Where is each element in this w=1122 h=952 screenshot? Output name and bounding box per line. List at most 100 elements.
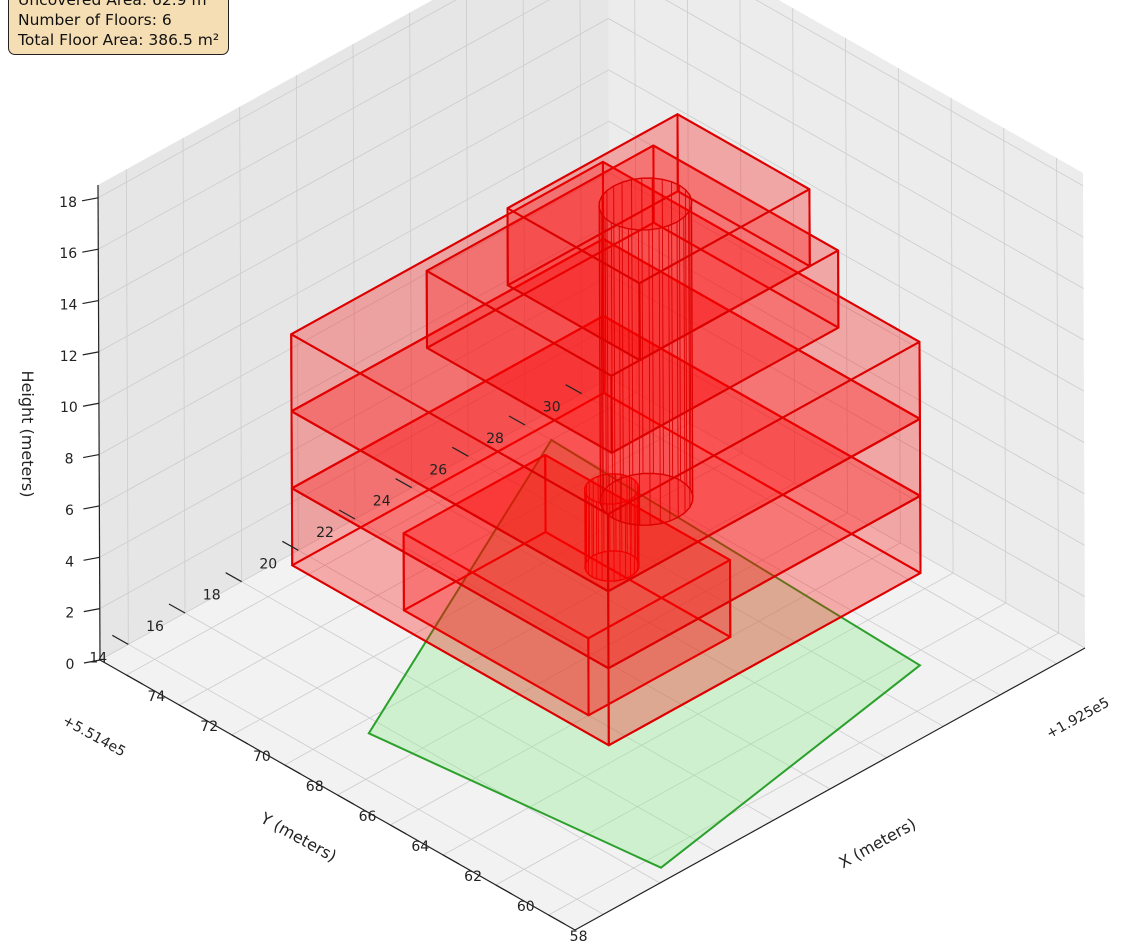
- cylinder-top: [583, 473, 640, 505]
- x-tick-label: 74: [147, 689, 165, 705]
- cylinder-rib: [668, 225, 671, 522]
- cylinder-rib: [598, 201, 602, 497]
- cylinder-rib: [661, 179, 664, 475]
- z-axis-line: [97, 184, 101, 661]
- cylinder-rib: [685, 189, 688, 485]
- total-floor-area-text: Total Floor Area: 386.5 m²: [18, 31, 220, 49]
- cylinder-rib: [613, 186, 616, 482]
- building-floor-6: [506, 113, 811, 362]
- building-floor-5: [425, 144, 840, 454]
- x-tick-label: 60: [517, 899, 535, 915]
- x-tick-label: 58: [570, 929, 588, 945]
- z-tick-label: 10: [60, 400, 78, 416]
- cylinder-rib: [670, 181, 674, 477]
- cylinder-rib: [600, 213, 603, 509]
- cylinder-rib: [648, 229, 651, 526]
- x-tick-mark: [495, 884, 513, 895]
- grid-line-z: [99, 326, 1085, 609]
- z-tick-mark: [81, 197, 99, 202]
- cylinder-rib: [621, 182, 624, 478]
- y-tick-mark: [112, 634, 129, 645]
- z-tick-label: 16: [59, 246, 77, 262]
- y-tick-mark: [508, 415, 526, 426]
- z-tick-mark: [82, 351, 99, 356]
- z-tick-label: 12: [60, 349, 78, 365]
- x-tick-label: 70: [253, 749, 271, 765]
- y-tick-label: 22: [316, 525, 334, 541]
- y-tick-label: 14: [89, 650, 107, 666]
- x-tick-mark: [284, 764, 302, 775]
- y-tick-label: 30: [543, 400, 561, 416]
- z-tick-label: 2: [65, 606, 74, 622]
- z-tick-mark: [83, 608, 100, 613]
- x-tick-mark: [231, 734, 249, 745]
- z-tick-mark: [83, 505, 100, 510]
- cylinder-rib: [690, 206, 693, 502]
- x-tick-label: 62: [464, 869, 482, 885]
- cylinder-core-upper: [598, 177, 694, 526]
- cylinder-top: [598, 177, 693, 231]
- x-axis-label: X (meters): [836, 814, 920, 872]
- x-axis-line: [574, 647, 1086, 931]
- cylinder-rib: [627, 228, 631, 525]
- data-layer: [290, 113, 922, 869]
- y-tick-mark: [225, 572, 242, 583]
- z-tick-mark: [83, 454, 100, 459]
- cylinder-rib: [676, 222, 679, 518]
- z-tick-label: 14: [60, 298, 78, 314]
- cylinder-rib: [638, 229, 641, 526]
- grid-line-z: [98, 172, 1085, 455]
- x-tick-mark: [178, 704, 196, 715]
- y-offset-label: +5.514e5: [60, 713, 128, 761]
- z-tick-mark: [83, 659, 101, 664]
- grid-line-z: [99, 377, 1086, 661]
- z-tick-mark: [82, 402, 100, 407]
- grid-line-z: [98, 69, 1084, 353]
- site-footprint: [367, 438, 922, 869]
- grid-line-z: [99, 274, 1085, 558]
- cylinder-core-lower: [583, 473, 640, 582]
- x-tick-mark: [337, 794, 354, 805]
- grid-line-z: [99, 223, 1085, 507]
- z-tick-mark: [83, 556, 100, 561]
- cylinder-rib: [641, 178, 644, 474]
- y-tick-label: 24: [373, 494, 391, 510]
- x-tick-label: 72: [200, 719, 218, 735]
- cylinder-rib: [678, 185, 682, 481]
- uncovered-area-text: Uncovered Area: 62.9 m²: [18, 0, 213, 9]
- z-tick-label: 6: [65, 503, 74, 519]
- x-tick-mark: [126, 674, 143, 685]
- cylinder-rib: [651, 178, 654, 474]
- building-face: [506, 113, 811, 285]
- cylinder-rib: [683, 217, 686, 513]
- z-tick-label: 4: [65, 554, 74, 570]
- cylinder-rib: [688, 212, 691, 508]
- building-face: [402, 454, 731, 640]
- cylinder-rib: [604, 218, 607, 514]
- y-tick-label: 18: [203, 588, 221, 604]
- grid-line-z: [98, 18, 1084, 301]
- cylinder-bottom: [599, 472, 694, 526]
- y-tick-mark: [282, 540, 299, 551]
- x-tick-label: 64: [411, 839, 429, 855]
- x-tick-mark: [389, 824, 407, 835]
- y-tick-label: 28: [486, 431, 504, 447]
- grid-line-z: [98, 120, 1085, 404]
- y-tick-label: 26: [429, 462, 447, 478]
- cylinder-bottom: [584, 550, 640, 582]
- y-tick-mark: [395, 478, 412, 489]
- y-tick-label: 20: [259, 556, 277, 572]
- y-tick-mark: [452, 446, 469, 457]
- info-box: Uncovered Area: 62.9 m² Number of Floors…: [8, 0, 230, 55]
- cylinder-rib: [610, 222, 614, 519]
- y-tick-mark: [565, 384, 582, 395]
- floors-count-text: Number of Floors: 6: [18, 11, 172, 29]
- y-tick-mark: [338, 509, 356, 520]
- x-tick-label: 66: [359, 809, 377, 825]
- x-tick-mark: [442, 854, 460, 865]
- z-tick-label: 0: [66, 657, 75, 673]
- z-tick-mark: [82, 299, 99, 305]
- y-tick-mark: [168, 603, 186, 614]
